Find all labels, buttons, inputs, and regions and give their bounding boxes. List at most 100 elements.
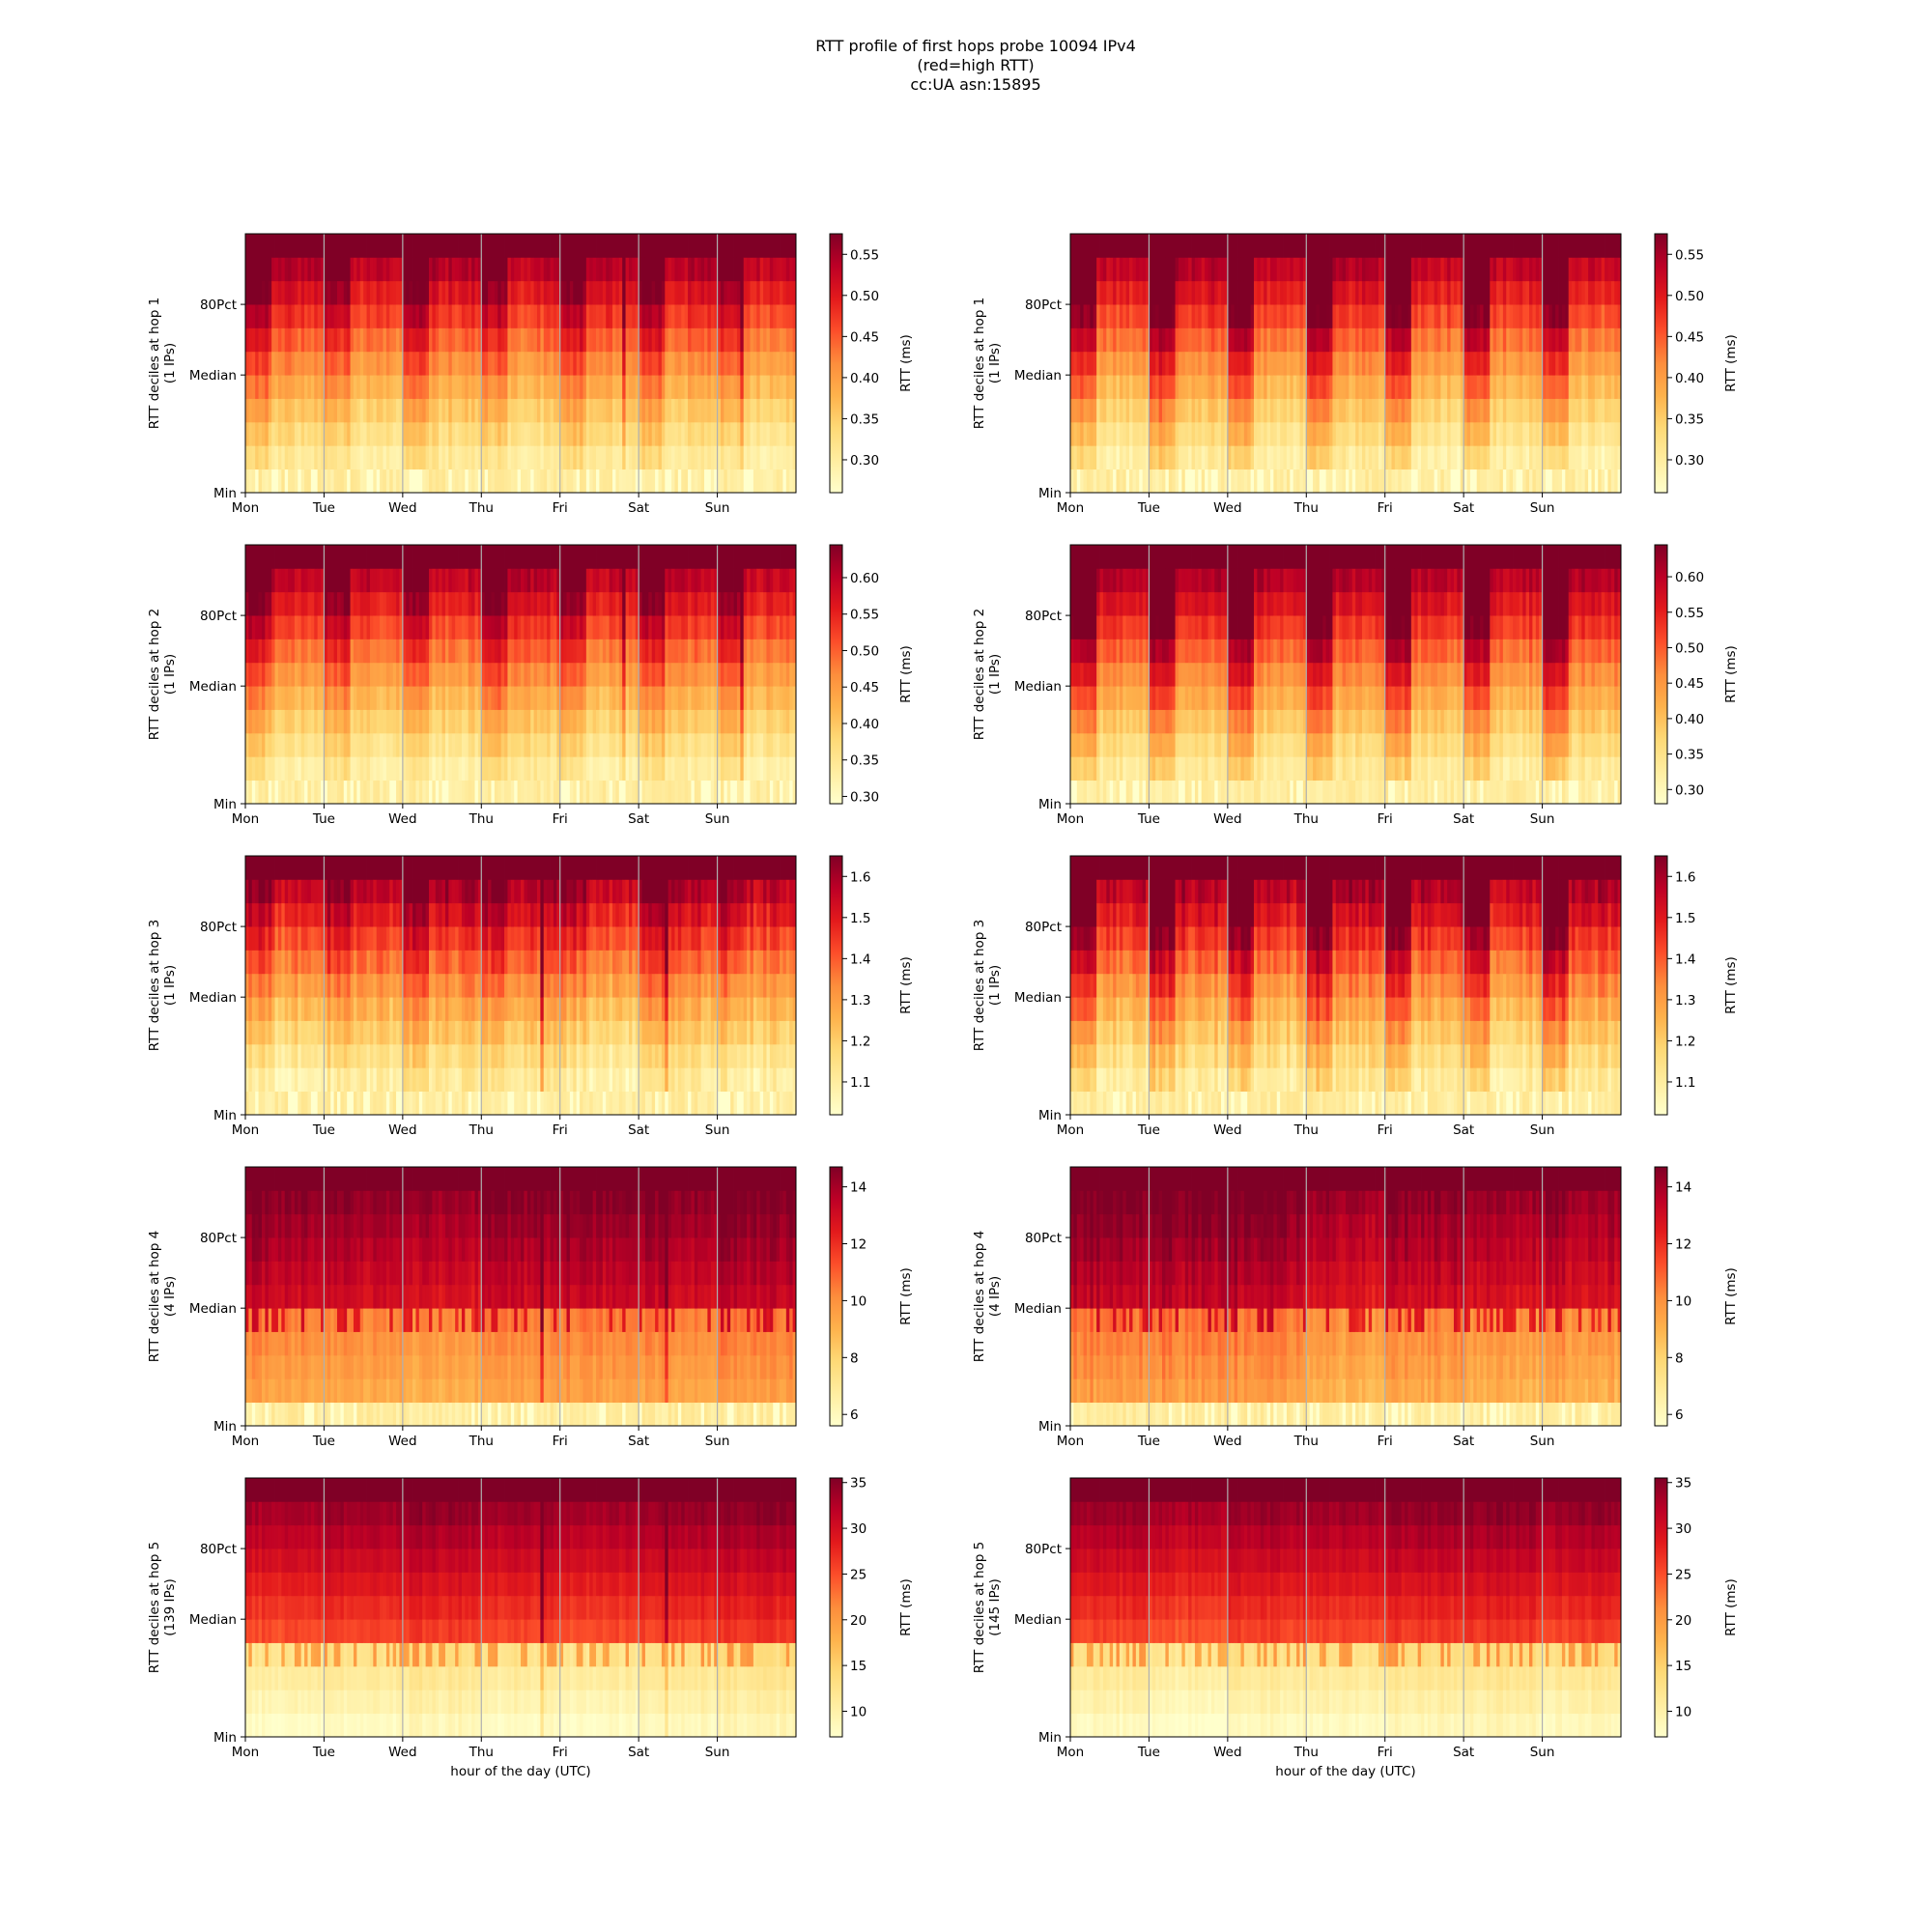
heatmap-cell — [383, 421, 387, 446]
heatmap-cell — [255, 780, 259, 805]
heatmap-cell — [494, 375, 498, 399]
heatmap-cell — [602, 568, 607, 593]
heatmap-cell — [474, 351, 479, 376]
heatmap-cell — [380, 591, 384, 616]
heatmap-cell — [773, 469, 778, 494]
heatmap-cell — [1437, 257, 1441, 282]
heatmap-cell — [665, 351, 669, 376]
heatmap-cell — [500, 591, 505, 616]
heatmap-cell — [458, 445, 463, 470]
heatmap-cell — [310, 639, 315, 664]
heatmap-cell — [1132, 327, 1137, 353]
heatmap-cell — [1165, 327, 1170, 353]
heatmap-cell — [324, 304, 328, 328]
heatmap-cell — [556, 568, 561, 593]
heatmap-cell — [524, 398, 528, 423]
heatmap-cell — [1125, 280, 1130, 305]
heatmap-cell — [1601, 327, 1605, 353]
heatmap-cell — [1070, 257, 1074, 282]
heatmap-cell — [530, 327, 534, 353]
heatmap-cell — [409, 257, 413, 282]
heatmap-cell — [556, 351, 561, 376]
heatmap-cell — [540, 732, 545, 757]
heatmap-cell — [248, 280, 253, 305]
heatmap-cell — [766, 257, 771, 282]
heatmap-cell — [596, 709, 600, 734]
heatmap-cell — [1584, 280, 1589, 305]
heatmap-cell — [780, 280, 783, 305]
heatmap-cell — [491, 234, 496, 258]
heatmap-cell — [553, 234, 557, 258]
heatmap-cell — [553, 662, 557, 687]
heatmap-cell — [1286, 327, 1291, 353]
heatmap-cell — [1290, 304, 1294, 328]
heatmap-cell — [455, 709, 459, 734]
heatmap-cell — [307, 709, 312, 734]
heatmap-cell — [461, 615, 466, 639]
heatmap-cell — [468, 756, 472, 781]
heatmap-cell — [1617, 351, 1622, 376]
heatmap-cell — [324, 421, 328, 446]
heatmap-cell — [1240, 398, 1245, 423]
heatmap-cell — [481, 709, 486, 734]
heatmap-cell — [383, 327, 387, 353]
heatmap-cell — [1457, 421, 1462, 446]
heatmap-cell — [599, 756, 604, 781]
heatmap-cell — [1214, 398, 1219, 423]
heatmap-cell — [580, 469, 583, 494]
heatmap-cell — [1490, 280, 1494, 305]
heatmap-cell — [1316, 421, 1321, 446]
heatmap-cell — [330, 686, 334, 710]
heatmap-cell — [580, 780, 583, 805]
heatmap-cell — [559, 351, 564, 376]
heatmap-cell — [1090, 421, 1094, 446]
heatmap-cell — [412, 469, 416, 494]
colorbar-label: RTT (ms) — [898, 334, 914, 392]
heatmap-cell — [1375, 421, 1379, 446]
heatmap-cell — [248, 304, 253, 328]
heatmap-cell — [1473, 257, 1478, 282]
heatmap-cell — [1276, 469, 1281, 494]
heatmap-cell — [1568, 351, 1573, 376]
heatmap-cell — [385, 545, 390, 569]
heatmap-cell — [1372, 398, 1376, 423]
heatmap-cell — [347, 709, 351, 734]
heatmap-cell — [780, 327, 783, 353]
heatmap-cell — [782, 469, 787, 494]
heatmap-cell — [327, 732, 331, 757]
heatmap-cell — [641, 304, 646, 328]
heatmap-cell — [383, 234, 387, 258]
heatmap-cell — [714, 304, 718, 328]
heatmap-cell — [655, 421, 659, 446]
heatmap-cell — [504, 398, 508, 423]
heatmap-cell — [1283, 375, 1288, 399]
heatmap-cell — [707, 469, 712, 494]
heatmap-cell — [1083, 375, 1088, 399]
heatmap-cell — [602, 351, 607, 376]
heatmap-cell — [540, 591, 545, 616]
heatmap-cell — [1132, 375, 1137, 399]
heatmap-cell — [622, 421, 626, 446]
heatmap-cell — [406, 375, 411, 399]
heatmap-cell — [465, 732, 469, 757]
heatmap-cell — [585, 639, 590, 664]
heatmap-cell — [435, 662, 440, 687]
heatmap-cell — [1276, 351, 1281, 376]
heatmap-cell — [1447, 304, 1451, 328]
heatmap-cell — [406, 304, 411, 328]
heatmap-cell — [429, 234, 433, 258]
heatmap-cell — [1247, 304, 1251, 328]
heatmap-cell — [1276, 421, 1281, 446]
heatmap-cell — [477, 421, 482, 446]
heatmap-cell — [418, 398, 423, 423]
heatmap-cell — [1313, 421, 1317, 446]
heatmap-cell — [481, 545, 486, 569]
heatmap-cell — [412, 327, 416, 353]
heatmap-cell — [356, 327, 361, 353]
heatmap-cell — [366, 591, 371, 616]
heatmap-cell — [488, 421, 492, 446]
heatmap-cell — [1421, 351, 1425, 376]
heatmap-cell — [1361, 327, 1366, 353]
heatmap-cell — [1440, 327, 1445, 353]
heatmap-cell — [1502, 234, 1507, 258]
